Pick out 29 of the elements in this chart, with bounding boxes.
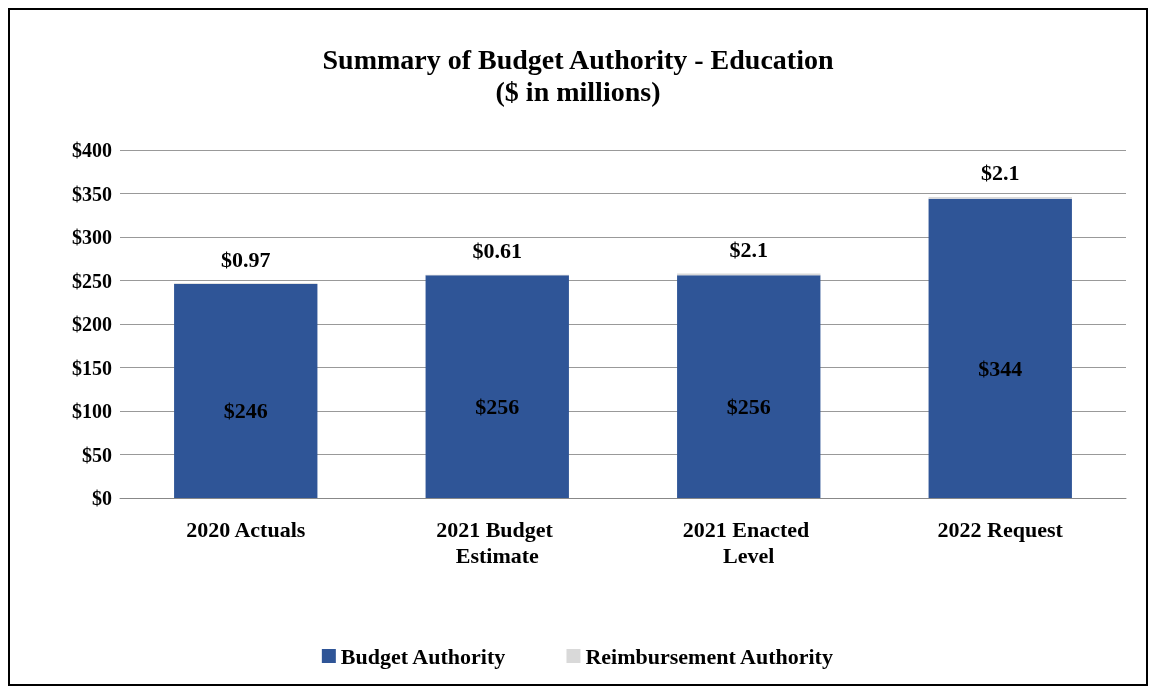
y-tick-label: $300	[72, 226, 112, 248]
data-label: $246	[223, 398, 268, 424]
data-label: $0.97	[221, 246, 271, 272]
data-label: $2.1	[729, 236, 768, 262]
x-tick-label: 2020 Actuals	[186, 516, 306, 542]
bar	[928, 198, 1072, 498]
legend-label: Reimbursement Authority	[585, 643, 833, 669]
data-label: $0.61	[472, 238, 522, 264]
data-label: $256	[726, 394, 771, 420]
x-tick-label: 2022 Request	[937, 516, 1064, 542]
legend-label: Budget Authority	[340, 643, 506, 669]
y-tick-label: $250	[72, 269, 112, 292]
y-tick-label: $0	[92, 487, 112, 509]
chart-subtitle: ($ in millions)	[495, 75, 661, 107]
bar	[425, 275, 569, 498]
y-tick-label: $100	[72, 400, 112, 422]
y-tick-label: $50	[82, 443, 112, 466]
y-tick-label: $150	[72, 356, 112, 379]
chart-title: Summary of Budget Authority - Education	[322, 43, 834, 75]
y-tick-label: $400	[72, 139, 112, 161]
bar	[174, 283, 318, 498]
y-tick-label: $350	[72, 182, 112, 205]
x-tick-label: 2021 Budget Estimate	[436, 516, 559, 568]
data-label: $344	[978, 355, 1023, 381]
y-tick-label: $200	[72, 313, 112, 335]
bar	[677, 275, 821, 498]
data-label: $256	[475, 394, 520, 420]
x-tick-label: 2021 Enacted Level	[682, 516, 815, 568]
data-label: $2.1	[981, 160, 1020, 186]
